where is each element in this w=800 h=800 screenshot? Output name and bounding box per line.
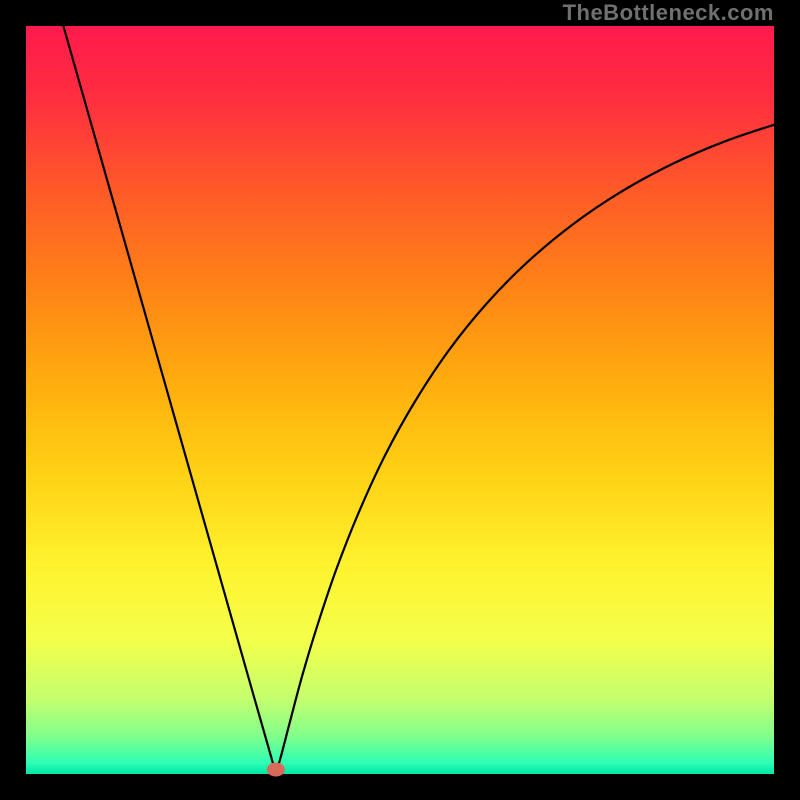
chart-frame: TheBottleneck.com (0, 0, 800, 800)
plot-background (26, 26, 774, 774)
watermark-text: TheBottleneck.com (563, 0, 774, 26)
bottleneck-chart (0, 0, 800, 800)
minimum-marker (267, 763, 285, 777)
